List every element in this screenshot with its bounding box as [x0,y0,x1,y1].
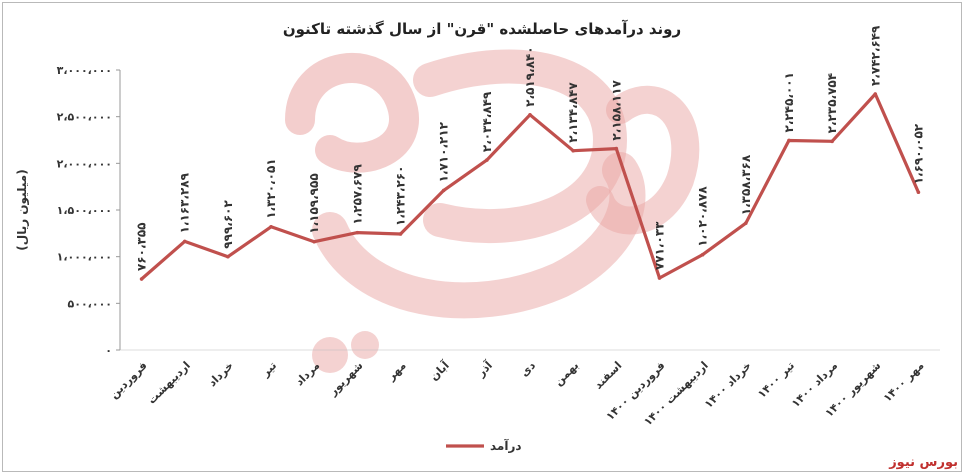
data-point [441,188,446,193]
x-tick-label: مهر [384,359,409,384]
data-label: ۷۶۰،۳۵۵ [135,223,149,272]
y-tick-label: ۱،۰۰۰،۰۰۰ [57,251,112,264]
y-tick-label: ۳،۰۰۰،۰۰۰ [57,64,112,77]
y-tick-label: ۰ [105,344,112,357]
data-label: ۱،۲۴۳،۲۶۰ [394,166,408,226]
x-tick-label: اردیبهشت [145,359,193,407]
data-point [226,254,230,259]
data-point [830,139,834,144]
x-tick-label: مهر ۱۴۰۰ [881,359,927,405]
x-tick-label: دی [518,359,539,380]
data-point [614,146,619,151]
data-point [657,276,662,280]
legend-label: درآمد [490,438,522,453]
series-line-revenue [140,92,921,281]
data-point [398,232,403,236]
data-label: ۱،۶۹۰،۰۵۲ [911,123,925,184]
x-tick-label: بهمن [552,359,581,388]
data-point [139,277,144,281]
y-tick-label: ۲،۵۰۰،۰۰۰ [57,111,112,124]
data-point [269,224,273,229]
data-point [528,113,532,117]
data-label: ۲،۲۳۵،۷۵۴ [825,73,839,133]
data-point [571,148,575,153]
data-point [485,158,489,162]
data-point [700,252,705,257]
data-label: ۲،۱۳۴،۸۴۷ [566,82,580,143]
chart-title: روند درآمدهای حاصلشده "قرن" از سال گذشته… [282,20,682,38]
x-tick-label: تیر [258,359,279,380]
y-axis-label: (میلیون ریال) [15,169,30,250]
y-tick-label: ۱،۵۰۰،۰۰۰ [57,204,112,217]
data-label: ۱،۲۵۷،۶۷۹ [350,164,364,225]
data-label: ۱،۱۶۳،۲۸۹ [178,172,192,233]
x-tick-label: آبان [427,358,452,383]
data-label: ۱،۷۱۰،۲۱۲ [437,121,451,182]
x-tick-label: خرداد [206,359,236,389]
data-point [743,221,748,226]
data-label: ۲،۷۴۲،۶۴۹ [868,25,882,86]
data-label: ۲،۰۳۴،۸۴۹ [480,91,494,152]
data-label: ۱،۱۵۹،۹۵۵ [307,173,321,233]
data-label: ۲،۲۴۵،۰۰۱ [782,72,796,132]
data-point [916,190,921,195]
brand-logo-text: بورس نیوز [889,455,958,470]
data-label: ۱،۳۲۰،۰۵۱ [264,158,278,218]
data-point [787,138,791,143]
y-tick-label: ۲،۰۰۰،۰۰۰ [57,157,112,170]
x-tick-label: فروردین [107,359,149,401]
x-tick-label: اسفند [592,359,625,392]
data-label: ۷۷۱،۰۳۳ [652,221,666,270]
y-tick-label: ۵۰۰،۰۰۰ [68,297,112,310]
data-label: ۲،۵۱۹،۸۴۰ [523,46,537,106]
watermark [285,49,700,373]
data-point [355,230,360,235]
data-label: ۱،۰۲۰،۸۷۸ [696,186,710,247]
data-point [873,92,878,96]
data-point [312,239,317,244]
data-point [182,239,187,244]
x-tick-label: آذر [473,358,495,380]
x-tick-label: تیر ۱۴۰۰ [755,359,797,401]
x-tick-label: خرداد ۱۴۰۰ [702,359,754,411]
data-label: ۹۹۹،۶۰۲ [221,200,235,249]
data-label: ۲،۱۵۸،۱۱۷ [609,80,623,141]
data-label: ۱،۳۵۸،۳۶۸ [739,154,753,215]
